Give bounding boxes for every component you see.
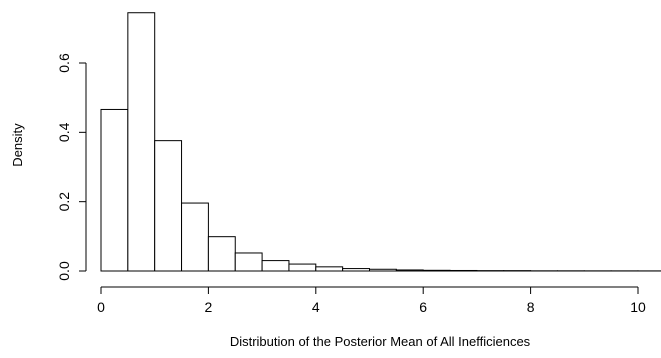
histogram-bar-13 [449,269,478,272]
histogram-bar-8 [315,266,344,272]
histogram-bar-4 [207,236,236,272]
histogram-bar-12 [422,269,451,272]
x-tick-label-0: 0 [97,299,105,315]
bars-group [100,12,661,272]
histogram-bar-6 [261,260,290,272]
x-axis: 0 2 4 6 8 10 [97,286,646,315]
x-tick-label-10: 10 [630,299,646,315]
histogram-bar-0 [100,108,129,272]
histogram-bar-1 [127,12,156,272]
x-tick-label-8: 8 [527,299,535,315]
histogram-bar-7 [288,263,317,272]
x-tick-label-2: 2 [205,299,213,315]
histogram-bar-11 [395,269,424,272]
y-tick-label-1: 0.2 [56,192,72,212]
histogram-bar-10 [369,268,397,272]
histogram-bar-3 [181,202,209,272]
x-tick-label-6: 6 [419,299,427,315]
y-tick-label-0: 0.0 [56,261,72,281]
y-tick-label-3: 0.6 [56,53,72,73]
x-axis-title: Distribution of the Posterior Mean of Al… [230,334,531,349]
histogram-bar-9 [342,268,370,272]
y-axis: 0.0 0.2 0.4 0.6 [56,53,87,281]
histogram-bar-5 [234,252,263,272]
histogram-bar-2 [154,140,183,272]
y-tick-label-2: 0.4 [56,122,72,142]
y-axis-title: Density [10,123,25,167]
x-tick-label-4: 4 [312,299,320,315]
